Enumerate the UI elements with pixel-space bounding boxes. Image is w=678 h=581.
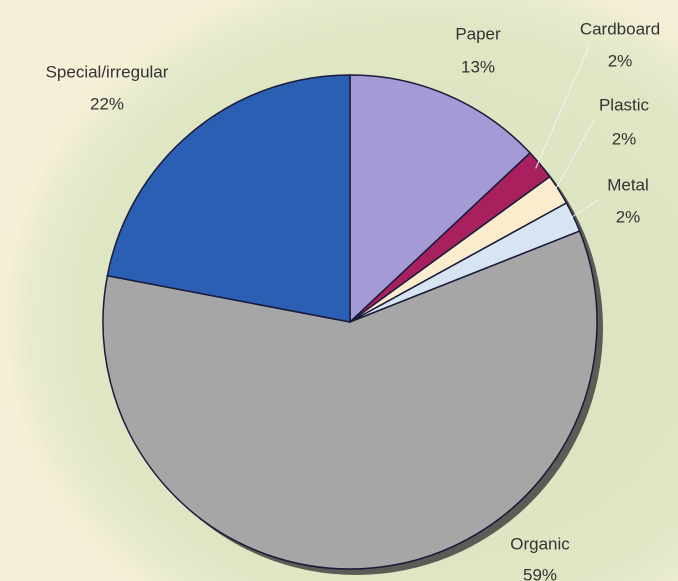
slice-label: Paper	[455, 24, 501, 43]
leader-line	[553, 119, 595, 194]
slice-value-label: 2%	[612, 129, 637, 148]
slice-label: Metal	[607, 175, 649, 194]
pie-slice	[102, 230, 598, 570]
slice-value-label: 22%	[90, 94, 124, 113]
slice-label: Special/irregular	[46, 62, 169, 81]
leader-line	[535, 43, 591, 169]
leader-line	[567, 199, 599, 220]
slice-label: Cardboard	[580, 19, 660, 38]
slice-value-label: 2%	[616, 207, 641, 226]
pie-slice	[349, 74, 532, 324]
slices	[102, 74, 598, 570]
slice-value-label: 59%	[523, 565, 557, 581]
slice-label: Plastic	[599, 95, 650, 114]
labels: Paper 13% Cardboard 2% Plastic 2% Metal 2% Organ…	[46, 19, 661, 581]
slice-label: Organic	[510, 534, 570, 553]
pie-slice	[106, 74, 351, 323]
slice-value-label: 13%	[461, 57, 495, 76]
slice-value-label: 2%	[608, 51, 633, 70]
